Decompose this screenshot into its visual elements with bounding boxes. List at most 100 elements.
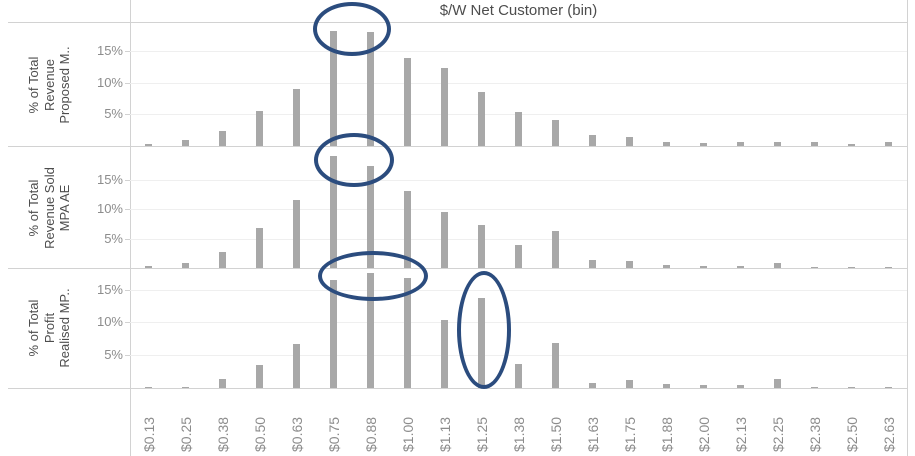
bar-mpaae-1.88[interactable]: [663, 265, 670, 268]
y-tick-label: 10%: [96, 314, 123, 330]
bar-mpaae-0.50[interactable]: [256, 228, 263, 268]
bar-mpaae-0.38[interactable]: [219, 252, 226, 268]
bar-mpaae-2.38[interactable]: [811, 267, 818, 268]
bar-mpaae-1.25[interactable]: [478, 225, 485, 268]
bar-mpaae-1.00[interactable]: [404, 191, 411, 268]
x-tick-label: $0.63: [288, 416, 305, 452]
right-border-line: [907, 0, 908, 456]
bar-proposedm-1.13[interactable]: [441, 68, 448, 146]
y-tick-mark: [125, 289, 130, 291]
y-tick-label: 10%: [96, 74, 123, 90]
bar-realisedmp-1.00[interactable]: [404, 278, 411, 388]
bar-realisedmp-1.13[interactable]: [441, 320, 448, 388]
bar-proposedm-2.00[interactable]: [700, 143, 707, 146]
x-tick-label: $0.88: [362, 416, 379, 452]
x-tick-label: $1.13: [436, 416, 453, 452]
bar-realisedmp-0.50[interactable]: [256, 365, 263, 388]
bar-proposedm-0.50[interactable]: [256, 111, 263, 146]
x-tick-label: $2.63: [880, 416, 897, 452]
bar-proposedm-1.88[interactable]: [663, 142, 670, 146]
bar-proposedm-1.00[interactable]: [404, 58, 411, 146]
bar-proposedm-0.63[interactable]: [293, 89, 300, 146]
x-tick-label: $2.50: [843, 416, 860, 452]
bar-mpaae-1.13[interactable]: [441, 212, 448, 268]
y-tick-mark: [125, 209, 130, 211]
bar-proposedm-2.63[interactable]: [885, 142, 892, 146]
bar-realisedmp-2.50[interactable]: [848, 387, 855, 388]
bar-realisedmp-0.38[interactable]: [219, 379, 226, 388]
bar-realisedmp-1.75[interactable]: [626, 380, 633, 388]
gridline-10pct: [130, 209, 907, 211]
x-tick-label: $1.25: [473, 416, 490, 452]
x-tick-label: $0.50: [251, 416, 268, 452]
bar-realisedmp-1.63[interactable]: [589, 383, 596, 388]
x-tick-label: $1.88: [658, 416, 675, 452]
y-tick-label: 10%: [96, 201, 123, 217]
gridline-5pct: [130, 355, 907, 357]
bar-realisedmp-2.25[interactable]: [774, 379, 781, 388]
row-axis-label-wrap: % of Total Revenue Sold MPA AE: [2, 147, 96, 268]
bar-realisedmp-0.88[interactable]: [367, 273, 374, 388]
bar-realisedmp-0.13[interactable]: [145, 387, 152, 388]
y-tick-mark: [125, 114, 130, 116]
gridline-10pct: [130, 322, 907, 324]
y-tick-mark: [125, 179, 130, 181]
bar-realisedmp-2.13[interactable]: [737, 385, 744, 388]
bar-realisedmp-0.63[interactable]: [293, 344, 300, 388]
y-tick-label: 15%: [96, 43, 123, 59]
x-tick-label: $1.75: [621, 416, 638, 452]
y-axis-line: [130, 0, 131, 456]
bar-mpaae-1.75[interactable]: [626, 261, 633, 268]
bar-proposedm-1.75[interactable]: [626, 137, 633, 146]
y-tick-label: 15%: [96, 281, 123, 297]
bar-mpaae-1.63[interactable]: [589, 260, 596, 268]
bar-proposedm-2.25[interactable]: [774, 142, 781, 146]
x-tick-label: $0.38: [214, 416, 231, 452]
bar-realisedmp-2.00[interactable]: [700, 385, 707, 388]
bar-mpaae-2.63[interactable]: [885, 267, 892, 268]
bar-mpaae-0.63[interactable]: [293, 200, 300, 268]
bar-mpaae-2.00[interactable]: [700, 266, 707, 268]
x-axis-line: [8, 388, 907, 389]
bar-proposedm-1.50[interactable]: [552, 120, 559, 146]
bar-mpaae-0.88[interactable]: [367, 166, 374, 268]
x-tick-label: $0.13: [140, 416, 157, 452]
bar-realisedmp-1.38[interactable]: [515, 364, 522, 388]
bar-proposedm-0.88[interactable]: [367, 32, 374, 146]
row-axis-label: % of Total Profit Realised MP..: [25, 288, 72, 368]
bar-mpaae-0.25[interactable]: [182, 263, 189, 268]
bar-mpaae-1.50[interactable]: [552, 231, 559, 268]
bar-mpaae-2.50[interactable]: [848, 267, 855, 268]
bar-mpaae-0.13[interactable]: [145, 266, 152, 268]
bar-proposedm-0.13[interactable]: [145, 144, 152, 146]
y-tick-label: 5%: [104, 106, 123, 122]
bar-realisedmp-2.38[interactable]: [811, 387, 818, 388]
bar-proposedm-2.50[interactable]: [848, 144, 855, 146]
bar-mpaae-0.75[interactable]: [330, 156, 337, 268]
bar-mpaae-2.25[interactable]: [774, 263, 781, 268]
bar-realisedmp-0.75[interactable]: [330, 280, 337, 388]
bar-proposedm-0.75[interactable]: [330, 31, 337, 146]
bar-proposedm-0.25[interactable]: [182, 140, 189, 146]
bar-realisedmp-1.88[interactable]: [663, 384, 670, 388]
bar-realisedmp-2.63[interactable]: [885, 387, 892, 388]
bar-proposedm-1.38[interactable]: [515, 112, 522, 146]
bar-proposedm-2.13[interactable]: [737, 142, 744, 146]
bar-realisedmp-1.25[interactable]: [478, 298, 485, 388]
bar-proposedm-1.63[interactable]: [589, 135, 596, 146]
x-tick-label: $1.38: [510, 416, 527, 452]
y-tick-mark: [125, 51, 130, 53]
bar-realisedmp-1.50[interactable]: [552, 343, 559, 388]
bar-mpaae-2.13[interactable]: [737, 266, 744, 268]
gridline-10pct: [130, 82, 907, 84]
bar-proposedm-0.38[interactable]: [219, 131, 226, 146]
bar-proposedm-2.38[interactable]: [811, 142, 818, 146]
bar-proposedm-1.25[interactable]: [478, 92, 485, 146]
bar-realisedmp-0.25[interactable]: [182, 387, 189, 388]
row-separator-line: [8, 268, 907, 269]
y-tick-label: 5%: [104, 230, 123, 246]
row-axis-label: % of Total Revenue Proposed M..: [25, 45, 72, 124]
gridline-15pct: [130, 289, 907, 291]
bar-mpaae-1.38[interactable]: [515, 245, 522, 268]
y-tick-mark: [125, 322, 130, 324]
